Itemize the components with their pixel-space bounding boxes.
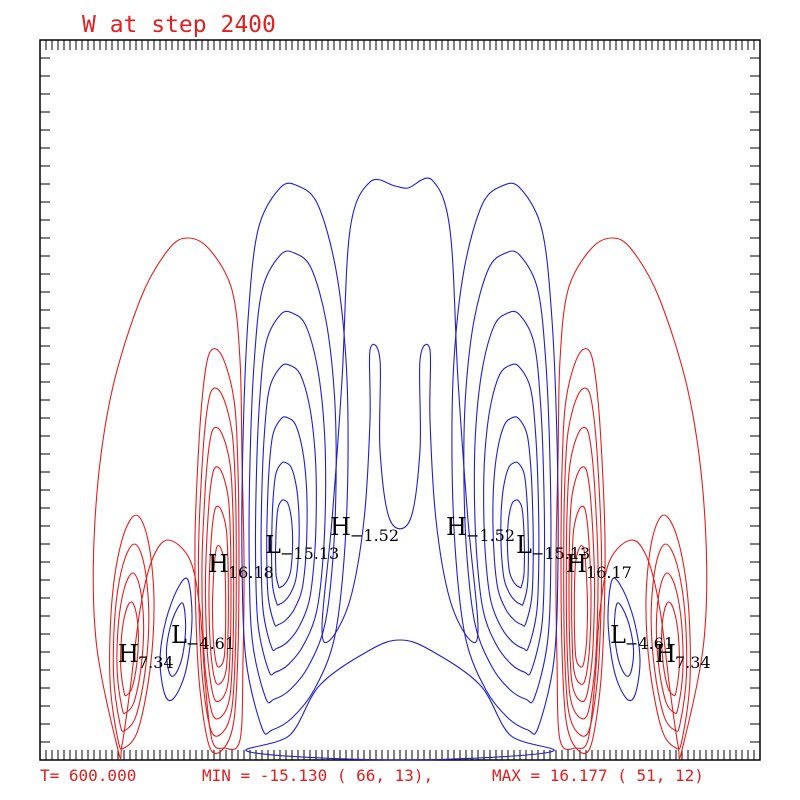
extremum-kind: H	[566, 550, 587, 578]
contour-positive	[201, 426, 235, 720]
contour-positive	[109, 514, 155, 750]
contour-negative	[241, 182, 349, 735]
contour-positive	[645, 514, 691, 750]
contour-negative	[613, 602, 635, 677]
contour-negative	[266, 416, 308, 627]
high-label: H 7.34	[655, 640, 711, 672]
contour-positive	[565, 426, 599, 720]
contour-positive	[555, 237, 708, 760]
contour-positive	[568, 466, 596, 703]
frame-ticks	[40, 40, 760, 760]
extremum-kind: L	[610, 621, 626, 649]
contour-positive	[573, 545, 589, 668]
footer-min: MIN = -15.130 ( 66, 13),	[202, 766, 433, 785]
extremum-value: −1.52	[350, 526, 399, 545]
contour-negative	[492, 416, 534, 627]
contour-positive	[116, 572, 145, 715]
extrema-labels: H 7.34L −4.61H 16.18L −15.13H −1.52 H −1.52 L −15…	[118, 513, 711, 672]
contour-positive	[197, 387, 237, 737]
contour-positive	[204, 466, 232, 703]
contour-negative	[260, 363, 317, 652]
contour-negative	[500, 461, 529, 606]
contour-positive	[120, 601, 139, 697]
contour-positive	[661, 601, 680, 697]
contour-positive	[571, 505, 592, 685]
contour-positive	[655, 572, 684, 715]
contour-positive	[112, 543, 150, 732]
contour-negative	[245, 639, 555, 761]
contour-negative	[483, 363, 540, 652]
footer-time: T= 600.000	[40, 766, 136, 785]
contour-negative	[321, 177, 479, 644]
extremum-kind: L	[171, 621, 187, 649]
low-label: L −4.61	[610, 621, 674, 653]
extremum-kind: H	[330, 513, 351, 541]
high-label: H 16.18	[208, 550, 274, 582]
extremum-kind: L	[516, 531, 532, 559]
extremum-value: −1.52	[466, 526, 515, 545]
contour-positive	[194, 348, 240, 755]
high-label: H −1.52	[446, 513, 515, 545]
contour-positive	[563, 387, 603, 737]
extremum-kind: H	[118, 640, 139, 668]
extremum-value: −15.13	[280, 544, 339, 563]
low-label: L −4.61	[171, 621, 235, 653]
contour-positive	[208, 505, 229, 685]
contour-positive	[211, 545, 227, 668]
contour-negative	[473, 310, 546, 676]
extremum-kind: H	[208, 550, 229, 578]
contour-negative	[248, 250, 337, 704]
high-label: H 7.34	[118, 640, 174, 672]
contour-lines	[92, 177, 708, 761]
contour-positive	[560, 348, 606, 755]
contour-negative	[275, 499, 294, 589]
low-label: L −15.13	[265, 531, 339, 563]
contour-positive	[650, 543, 688, 732]
extremum-value: −15.13	[531, 544, 590, 563]
high-label: H −1.52	[330, 513, 399, 545]
extremum-value: −4.61	[186, 634, 235, 653]
extremum-value: 7.34	[138, 653, 174, 672]
contour-negative	[254, 310, 327, 676]
contour-negative	[451, 182, 559, 735]
chart-title: W at step 2400	[82, 12, 276, 38]
contour-negative	[159, 577, 193, 702]
contour-negative	[607, 577, 641, 702]
contour-negative	[506, 499, 525, 589]
contour-positive	[92, 237, 245, 760]
extremum-kind: H	[655, 640, 676, 668]
extremum-value: −4.61	[625, 634, 674, 653]
extremum-value: 7.34	[675, 653, 711, 672]
contour-negative	[271, 461, 300, 606]
contour-negative	[463, 250, 552, 704]
extremum-value: 16.17	[586, 563, 632, 582]
footer-max: MAX = 16.177 ( 51, 12)	[492, 766, 704, 785]
extremum-kind: H	[446, 513, 467, 541]
low-label: L −15.13	[516, 531, 590, 563]
extremum-value: 16.18	[228, 563, 274, 582]
contour-negative	[165, 602, 187, 677]
high-label: H 16.17	[566, 550, 632, 582]
extremum-kind: L	[265, 531, 281, 559]
